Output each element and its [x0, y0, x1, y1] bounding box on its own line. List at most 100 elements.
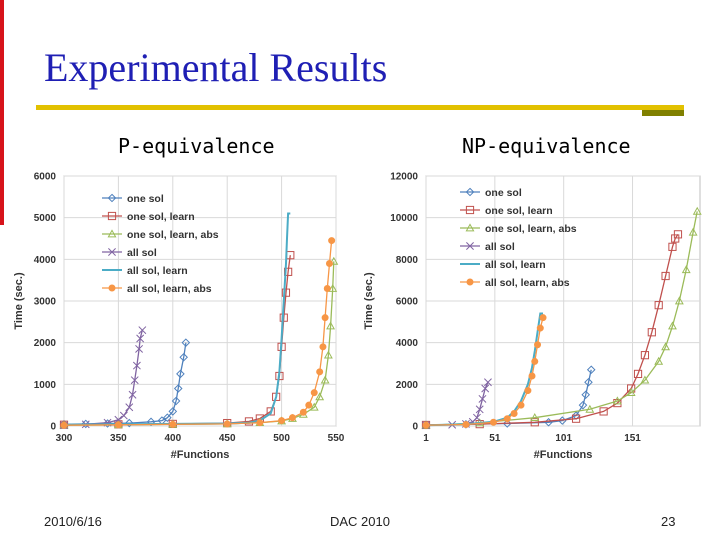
y-tick-label: 0 [50, 422, 56, 433]
footer-date: 2010/6/16 [44, 514, 102, 529]
data-point [146, 417, 156, 427]
data-point [323, 285, 331, 292]
legend-marker [465, 205, 475, 215]
data-point [661, 271, 670, 281]
data-point [310, 389, 318, 397]
data-point [138, 326, 147, 335]
legend-entry: one sol, learn, abs [102, 229, 219, 241]
data-point [475, 405, 484, 414]
data-point [323, 350, 333, 359]
data-point [132, 361, 141, 370]
x-tick-label: 151 [624, 433, 641, 444]
data-point [169, 420, 177, 428]
data-point [647, 328, 656, 337]
legend-label: one sol [127, 193, 164, 205]
legend-label: all sol, learn, abs [485, 277, 570, 289]
footer-page-number: 23 [661, 514, 676, 529]
data-point [640, 351, 650, 360]
data-point [281, 288, 291, 297]
legend-label: one sol, learn [127, 211, 195, 223]
p-equivalence-chart: 0 1000 2000 3000 4000 5000 6000 300 350 400 450 500… [13, 172, 345, 462]
data-point [128, 390, 137, 399]
data-point [668, 242, 677, 251]
data-point [510, 410, 518, 417]
data-point [305, 401, 313, 409]
series-line [63, 240, 333, 426]
legend-marker [108, 248, 116, 256]
legend-label: all sol [127, 247, 157, 259]
data-point [584, 377, 593, 387]
legend-marker [107, 211, 117, 221]
y-tick-label: 8000 [396, 255, 419, 266]
data-point [626, 388, 636, 397]
data-point [571, 414, 581, 423]
data-point [654, 301, 663, 310]
y-tick-label: 2000 [396, 380, 419, 391]
x-axis-label: #Functions [534, 449, 593, 461]
series-all-sol-learn-abs [60, 237, 336, 429]
series-line [425, 211, 698, 427]
data-point [168, 407, 178, 416]
legend-label: one sol [485, 187, 522, 199]
y-tick-label: 12000 [390, 172, 418, 183]
data-point [673, 230, 683, 239]
data-point [489, 418, 497, 426]
data-point [530, 418, 539, 427]
y-tick-label: 4000 [396, 338, 419, 349]
data-point [309, 402, 319, 411]
data-point [328, 283, 338, 292]
legend-entry: all sol, learn [460, 259, 546, 271]
data-point [422, 421, 430, 429]
x-axis-label: #Functions [171, 449, 230, 461]
data-point [316, 368, 324, 376]
data-point [173, 384, 183, 393]
data-point [181, 338, 191, 347]
y-tick-label: 1000 [34, 380, 57, 391]
data-point [528, 372, 536, 380]
data-point [329, 256, 339, 265]
data-point [223, 420, 231, 428]
legend-label: all sol, learn [127, 265, 188, 277]
legend-label: one sol, learn, abs [485, 223, 577, 235]
data-point [484, 378, 492, 387]
x-tick-label: 400 [164, 433, 181, 444]
x-tick-label: 350 [110, 433, 127, 444]
y-tick-label: 5000 [34, 213, 57, 224]
data-point [481, 384, 490, 393]
legend-label: all sol, learn, abs [127, 283, 212, 295]
p-equivalence-subtitle: P-equivalence [118, 134, 275, 158]
y-tick-label: 3000 [34, 297, 57, 308]
legend-entry: one sol, learn [102, 211, 195, 223]
data-point [633, 369, 643, 379]
data-point [534, 341, 542, 349]
data-point [681, 265, 691, 274]
data-point [671, 234, 680, 243]
data-point [266, 407, 275, 416]
legend-entry: one sol, learn [460, 205, 553, 217]
data-point [692, 206, 702, 215]
data-point [125, 403, 134, 412]
data-point [299, 408, 307, 416]
legend-marker [107, 229, 117, 238]
x-tick-label: 450 [219, 433, 236, 444]
data-point [171, 396, 181, 406]
data-point [119, 411, 128, 420]
x-tick-label: 300 [56, 433, 73, 444]
legend-marker [465, 187, 475, 197]
data-point [278, 417, 286, 425]
x-tick-label: 1 [423, 433, 429, 444]
series-line [63, 330, 143, 426]
data-point [472, 413, 481, 422]
data-point [315, 392, 325, 401]
legend-entry: all sol [460, 241, 515, 253]
legend-entry: all sol, learn, abs [102, 283, 212, 295]
legend-entry: all sol [102, 247, 157, 259]
legend-marker [466, 278, 474, 286]
series-one-sol-learn [421, 230, 683, 430]
data-point [462, 421, 470, 429]
data-point [124, 418, 134, 428]
data-point [176, 369, 185, 379]
x-tick-label: 550 [328, 433, 345, 444]
data-point [674, 296, 684, 305]
